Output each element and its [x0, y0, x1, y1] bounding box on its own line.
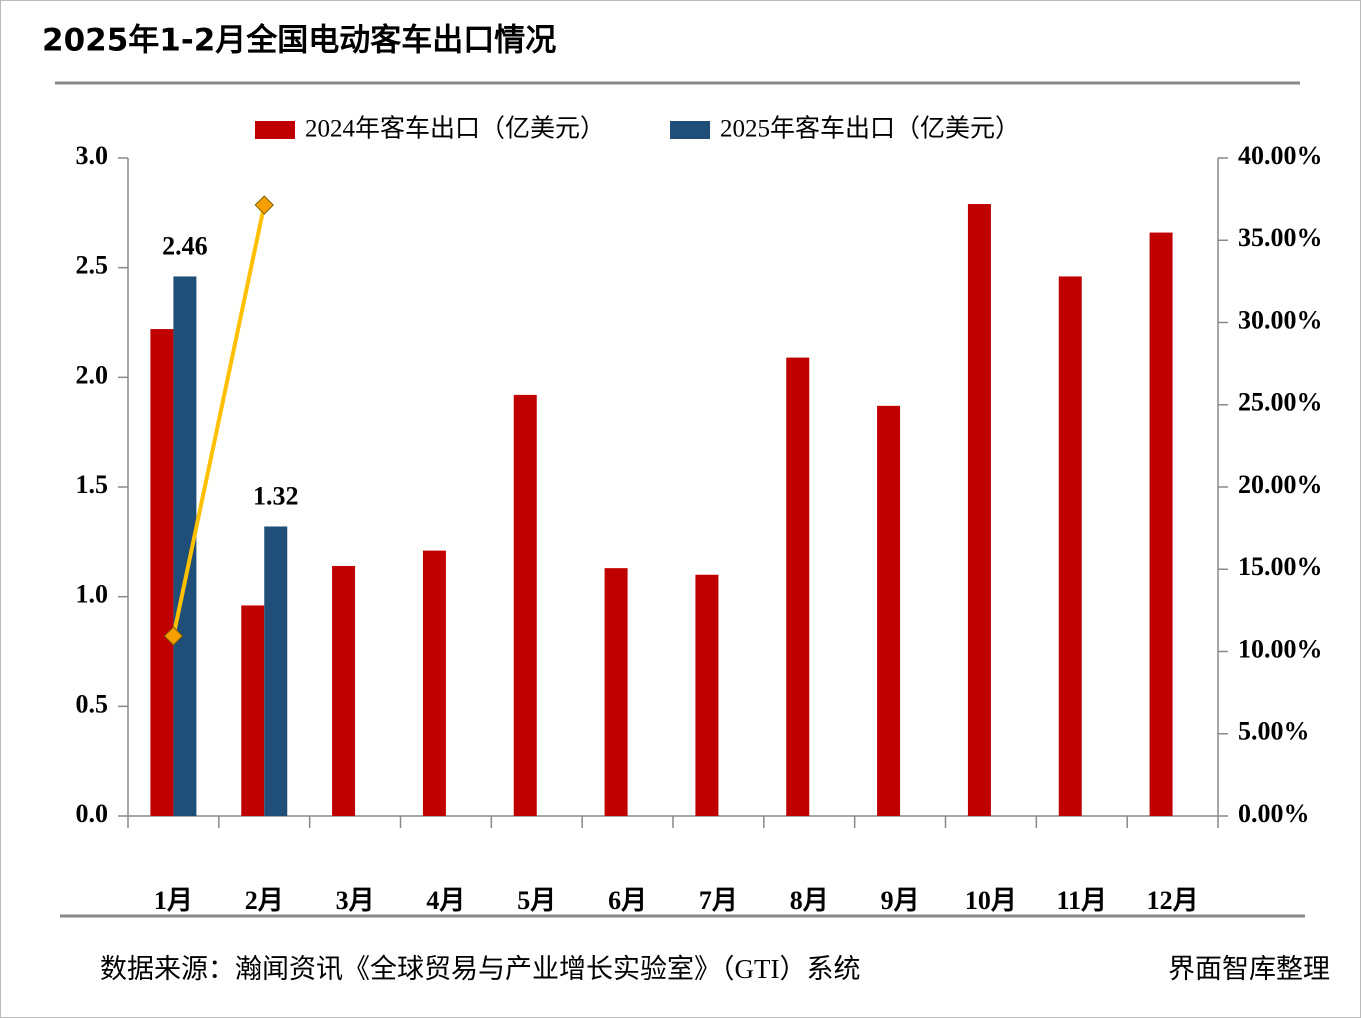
- y-tick-label: 2.0: [76, 360, 109, 389]
- y2-tick-label: 0.00%: [1238, 799, 1310, 828]
- bar: [422, 550, 446, 816]
- bar: [150, 329, 174, 816]
- chart-title: 2025年1-2月全国电动客车出口情况: [42, 23, 556, 59]
- credit: 界面智库整理: [1168, 954, 1330, 984]
- x-tick-label: 5月: [517, 886, 556, 915]
- line-marker: [163, 626, 184, 646]
- legend-swatch: [670, 121, 711, 139]
- bar: [786, 357, 810, 816]
- x-tick-label: 9月: [881, 886, 920, 915]
- x-tick-label: 4月: [426, 886, 465, 915]
- bar: [695, 574, 719, 816]
- x-tick-label: 8月: [790, 886, 829, 915]
- bar: [877, 405, 901, 816]
- bar: [264, 526, 288, 816]
- x-tick-label: 1月: [154, 886, 193, 915]
- y2-tick-label: 25.00%: [1238, 388, 1323, 417]
- y2-tick-label: 10.00%: [1238, 634, 1323, 663]
- bar: [967, 204, 991, 816]
- y2-tick-label: 40.00%: [1238, 141, 1323, 170]
- source: 数据来源：瀚闻资讯《全球贸易与产业增长实验室》（GTI）系统: [100, 954, 860, 984]
- y-tick-label: 1.5: [76, 470, 109, 499]
- bar: [604, 568, 628, 816]
- legend-swatch: [255, 121, 295, 139]
- x-tick-label: 3月: [336, 886, 375, 915]
- x-tick-label: 11月: [1056, 886, 1107, 915]
- x-tick-label: 10月: [965, 886, 1017, 915]
- data-label: 2.46: [162, 231, 208, 260]
- legend-label: 2024年客车出口（亿美元）: [305, 115, 605, 143]
- y-tick-label: 3.0: [76, 141, 109, 170]
- bar: [173, 276, 197, 816]
- x-tick-label: 7月: [699, 886, 738, 915]
- bar: [513, 394, 537, 816]
- x-tick-label: 2月: [245, 886, 284, 915]
- y-tick-label: 2.5: [76, 251, 109, 280]
- y-tick-label: 1.0: [76, 580, 109, 609]
- y2-tick-label: 20.00%: [1238, 470, 1323, 499]
- y2-tick-label: 5.00%: [1238, 717, 1310, 746]
- bar: [1058, 276, 1082, 816]
- line: [171, 204, 267, 637]
- bar: [1149, 232, 1173, 816]
- y-tick-label: 0.0: [76, 799, 109, 828]
- y2-tick-label: 30.00%: [1238, 305, 1323, 334]
- y2-tick-label: 15.00%: [1238, 552, 1323, 581]
- x-tick-label: 6月: [608, 886, 647, 915]
- line-marker: [254, 195, 274, 215]
- y2-tick-label: 35.00%: [1238, 223, 1323, 252]
- x-tick-label: 12月: [1147, 886, 1199, 915]
- y-tick-label: 0.5: [76, 689, 109, 718]
- bar: [241, 605, 265, 816]
- bar: [332, 565, 356, 816]
- data-label: 1.32: [253, 481, 299, 510]
- legend-label: 2025年客车出口（亿美元）: [720, 115, 1020, 143]
